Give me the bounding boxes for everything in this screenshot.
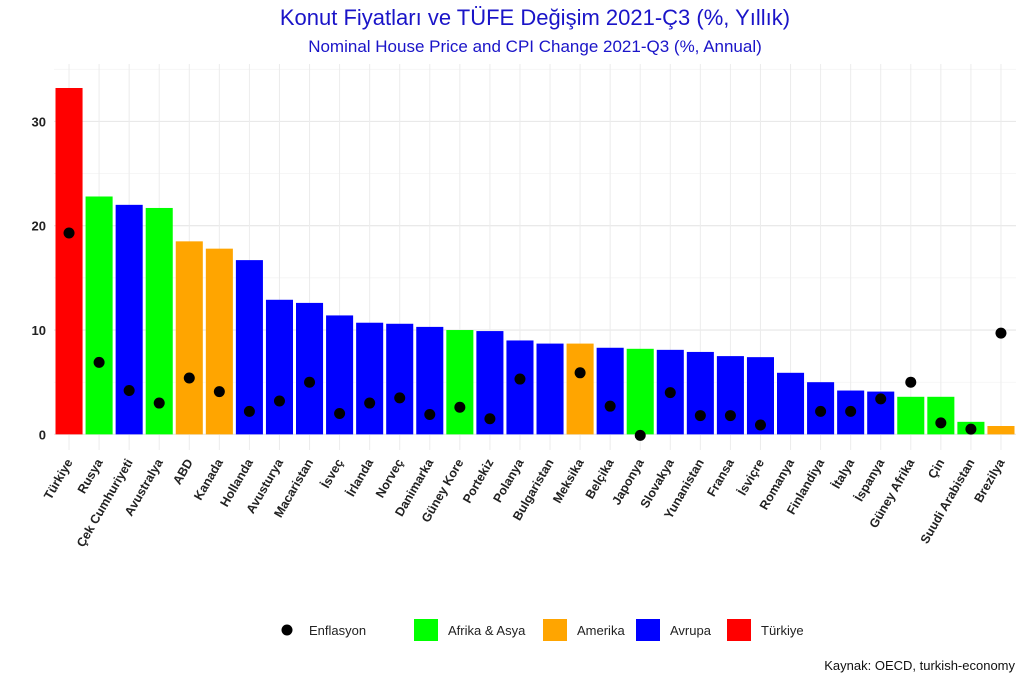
bar-12 [386,323,414,435]
inflation-dot-28 [875,393,887,405]
x-tick-label: Fransa [704,456,737,499]
inflation-dot-3 [123,385,135,397]
inflation-dot-10 [334,407,346,419]
bar-18 [566,343,594,435]
inflation-dot-19 [604,400,616,412]
inflation-dot-27 [845,405,857,417]
inflation-dot-11 [364,397,376,409]
inflation-dot-6 [213,386,225,398]
y-tick-label: 20 [32,219,46,234]
bar-layer [55,87,1015,435]
bar-17 [536,343,564,435]
inflation-dot-26 [815,405,827,417]
x-tick-label: İsviçre [734,456,767,498]
bar-20 [626,348,654,435]
bar-14 [446,330,474,435]
inflation-dot-7 [243,405,255,417]
inflation-dot-2 [93,356,105,368]
legend-label: Avrupa [670,623,712,638]
inflation-dot-22 [694,410,706,422]
x-tick-label: İtalya [828,455,857,491]
bar-19 [596,347,624,435]
legend-swatch [636,619,660,641]
inflation-dot-31 [965,423,977,435]
y-axis-ticks: 0 10 20 30 [32,114,46,442]
inflation-dot-20 [634,429,646,441]
legend-label: Afrika & Asya [448,623,526,638]
bar-32 [987,426,1015,435]
y-tick-label: 30 [32,114,46,129]
bar-6 [205,248,233,435]
bar-22 [686,351,714,435]
chart-subtitle: Nominal House Price and CPI Change 2021-… [308,37,762,56]
bar-4 [145,207,173,435]
x-tick-label: Norveç [373,456,406,500]
inflation-dot-23 [724,410,736,422]
bar-11 [356,322,384,435]
x-tick-label: Rusya [75,456,106,496]
y-tick-label: 10 [32,323,46,338]
bar-29 [897,396,925,435]
inflation-dot-29 [905,376,917,388]
inflation-dot-13 [424,409,436,421]
bar-7 [235,260,263,435]
source-note: Kaynak: OECD, turkish-economy [824,658,1015,673]
inflation-dot-21 [664,387,676,399]
inflation-dot-12 [394,392,406,404]
bar-5 [175,241,203,435]
legend-label: Enflasyon [309,623,366,638]
legend-swatch [543,619,567,641]
inflation-dot-32 [995,327,1007,339]
inflation-dot-30 [935,417,947,429]
bar-2 [85,196,113,435]
bar-25 [777,372,805,435]
inflation-dot-18 [574,367,586,379]
bar-23 [716,356,744,435]
inflation-dot-8 [273,395,285,407]
x-tick-label: İsveç [318,456,347,491]
inflation-dot-4 [153,397,165,409]
inflation-dot-1 [63,227,75,239]
y-tick-label: 0 [39,427,46,442]
bar-16 [506,340,534,435]
inflation-dot-14 [454,401,466,413]
inflation-dot-9 [304,376,316,388]
x-tick-label: ABD [170,457,196,487]
x-tick-label: İrlanda [343,455,377,499]
bar-30 [927,396,955,435]
x-tick-label: Türkiye [41,456,75,502]
bar-3 [115,204,143,435]
inflation-dot-24 [754,419,766,431]
dot-layer [63,227,1007,441]
x-tick-label: Çin [925,457,947,481]
bar-9 [296,302,324,435]
bar-8 [265,299,293,435]
inflation-dot-16 [514,373,526,385]
legend: Enflasyon Afrika & Asya Amerika Avrupa Türki… [281,619,804,641]
legend-swatch [727,619,751,641]
bar-1 [55,87,83,435]
legend-dot-icon [281,624,293,636]
legend-swatch [414,619,438,641]
chart-title: Konut Fiyatları ve TÜFE Değişim 2021-Ç3 … [279,5,791,30]
legend-label: Amerika [577,623,625,638]
x-tick-label: Brezilya [971,456,1008,505]
inflation-dot-15 [484,413,496,425]
legend-label: Türkiye [761,623,804,638]
inflation-dot-5 [183,372,195,384]
